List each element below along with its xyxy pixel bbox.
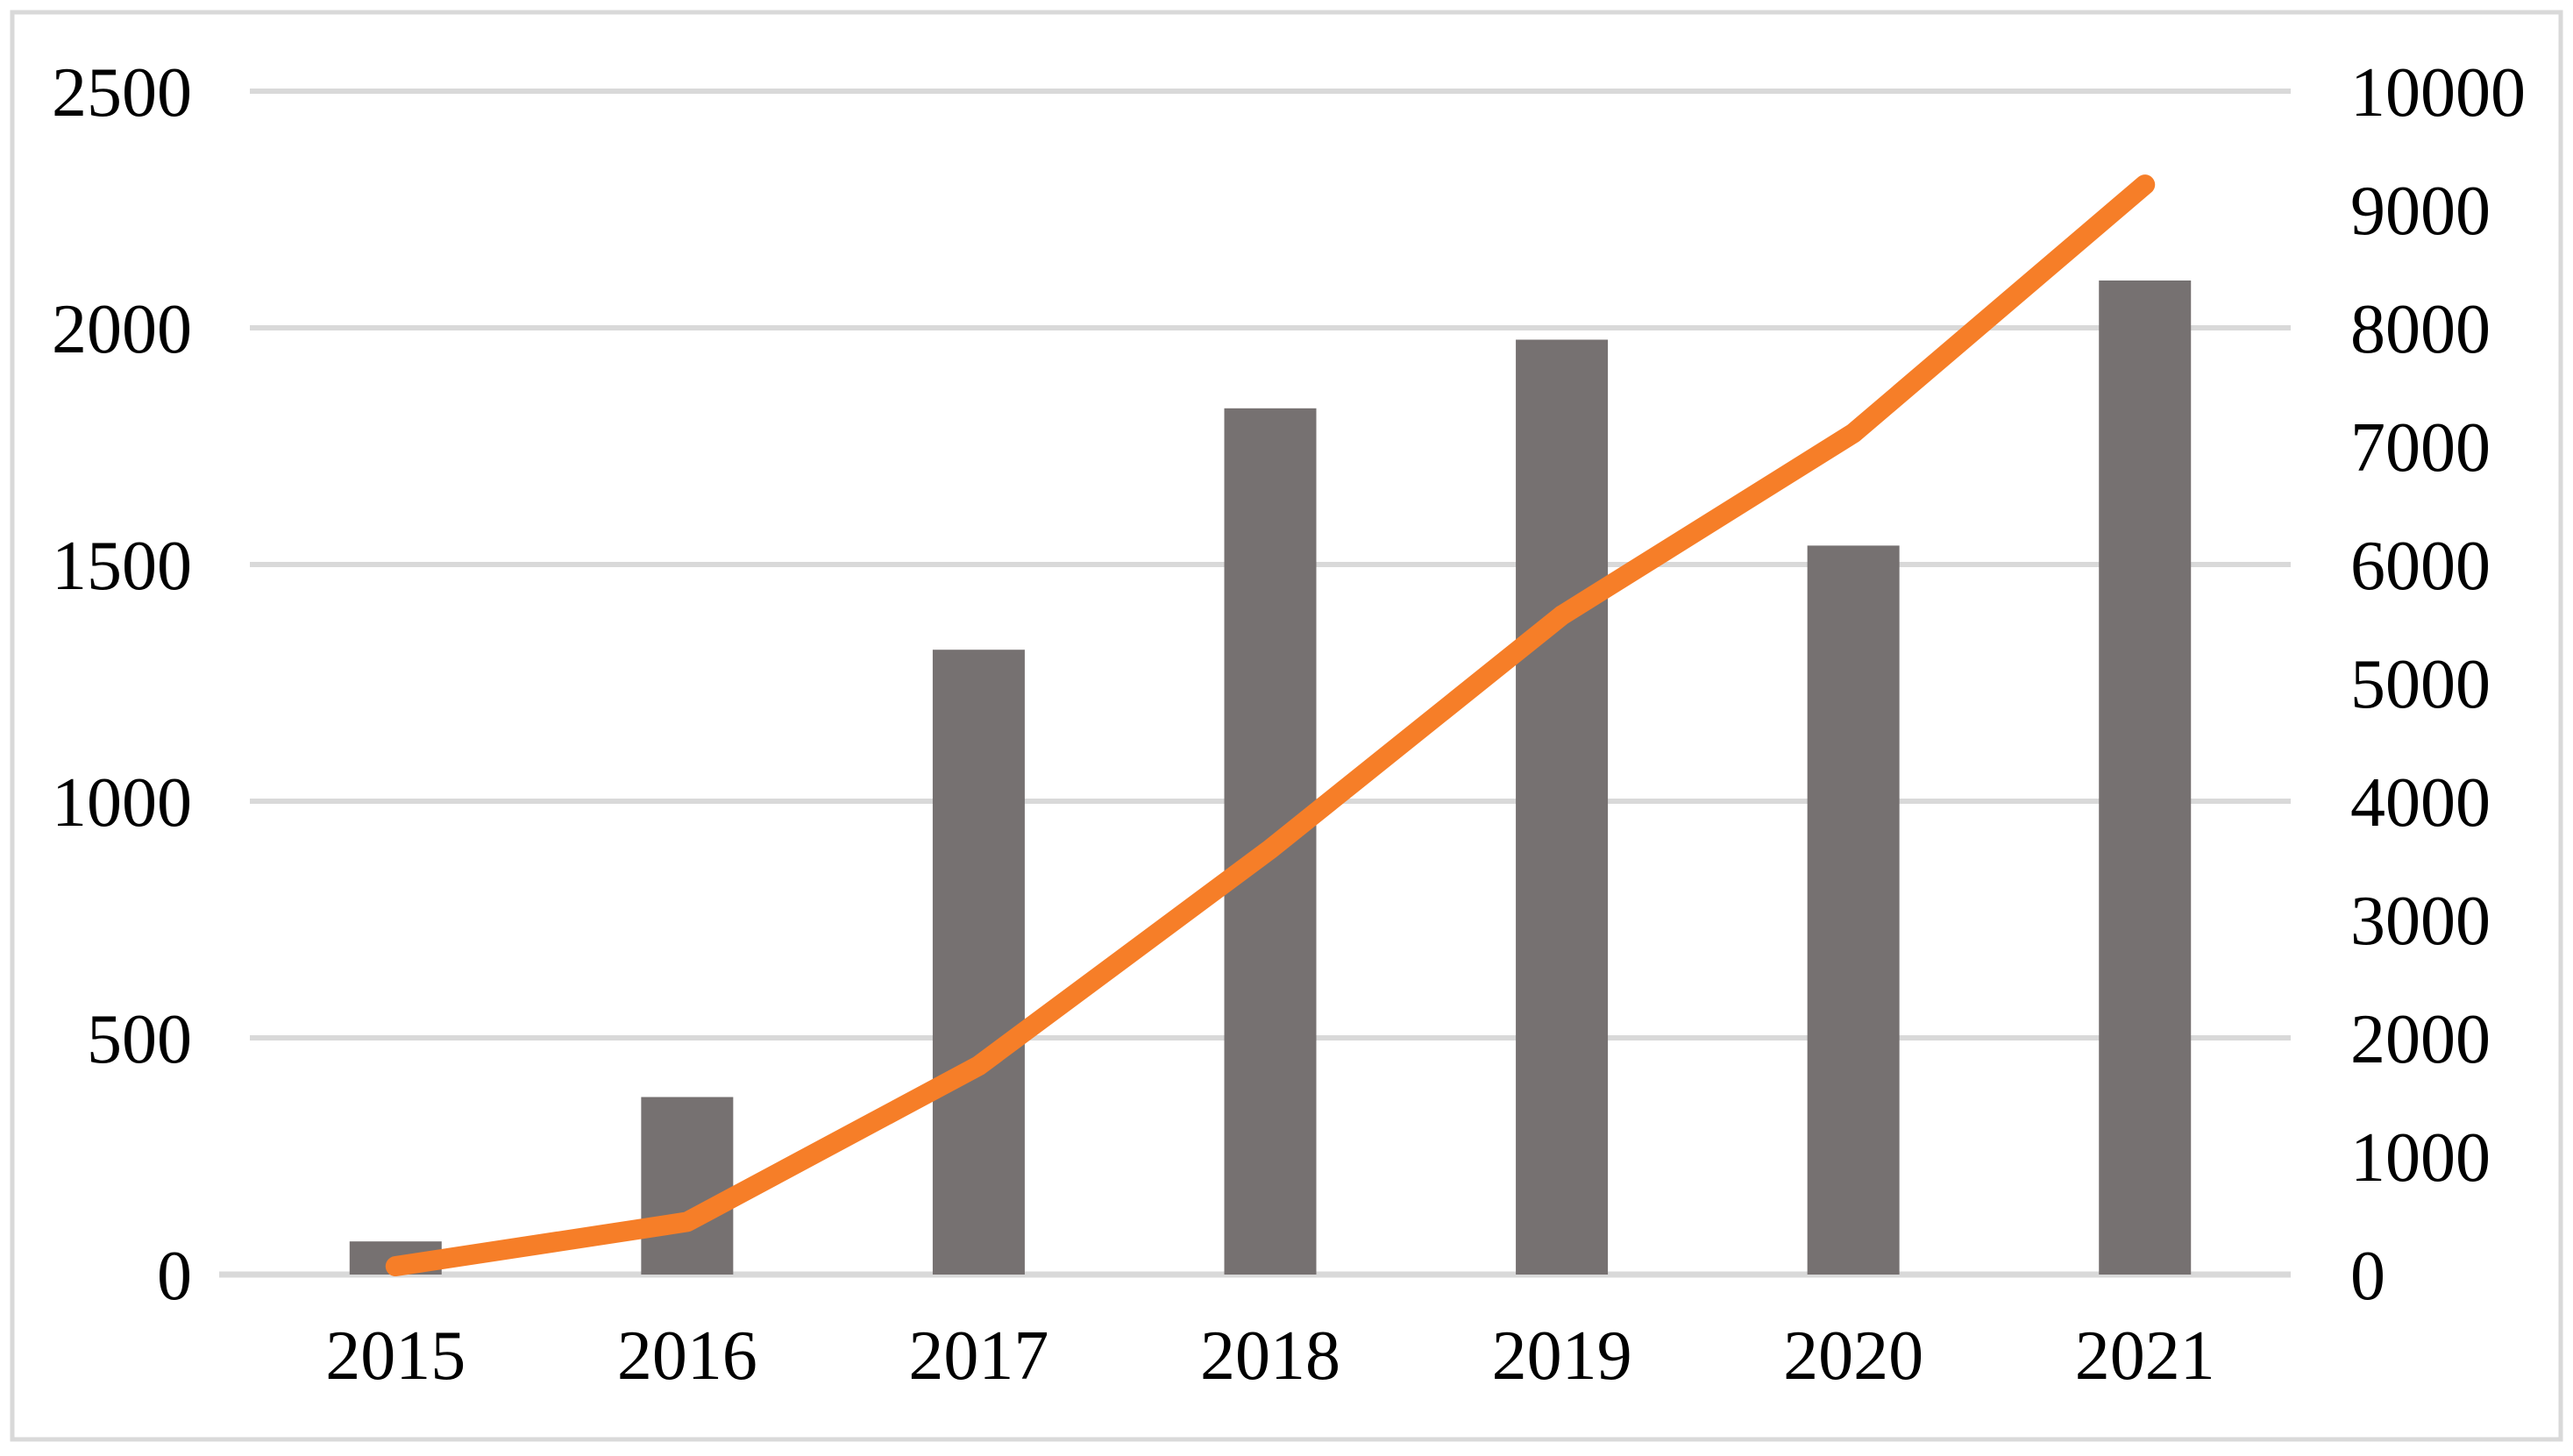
- x-axis-label: 2019: [1492, 1318, 1632, 1395]
- right-axis-tick-label: 5000: [2350, 646, 2491, 723]
- right-axis-tick-label: 2000: [2350, 1001, 2491, 1078]
- left-axis-tick-label: 2500: [52, 54, 192, 131]
- left-axis-tick-label: 0: [157, 1238, 192, 1315]
- right-axis-tick-label: 6000: [2350, 528, 2491, 605]
- bar-2017: [932, 650, 1025, 1275]
- left-axis-tick-label: 500: [87, 1001, 192, 1078]
- right-axis-tick-label: 7000: [2350, 409, 2491, 487]
- right-axis-tick-label: 3000: [2350, 883, 2491, 960]
- right-axis-tick-label: 9000: [2350, 173, 2491, 250]
- bar-2016: [641, 1097, 734, 1275]
- bar-2021: [2099, 281, 2192, 1275]
- x-axis-label: 2016: [617, 1318, 757, 1395]
- x-axis-label: 2021: [2075, 1318, 2215, 1395]
- left-axis-tick-label: 2000: [52, 291, 192, 368]
- x-axis-label: 2018: [1200, 1318, 1340, 1395]
- x-axis-label: 2017: [908, 1318, 1048, 1395]
- bar-2020: [1807, 545, 1900, 1275]
- right-axis-tick-label: 8000: [2350, 291, 2491, 368]
- right-axis-tick-label: 4000: [2350, 764, 2491, 842]
- bar-2019: [1516, 339, 1609, 1275]
- x-axis-label: 2020: [1783, 1318, 1923, 1395]
- chart-border: [10, 10, 2563, 1442]
- left-axis-tick-label: 1500: [52, 528, 192, 605]
- right-axis-tick-label: 0: [2350, 1238, 2385, 1315]
- right-axis-tick-label: 10000: [2350, 54, 2526, 131]
- cumulative-line: [385, 174, 2156, 1277]
- left-axis-tick-label: 1000: [52, 764, 192, 842]
- x-axis-label: 2015: [325, 1318, 466, 1395]
- right-axis-tick-label: 1000: [2350, 1119, 2491, 1197]
